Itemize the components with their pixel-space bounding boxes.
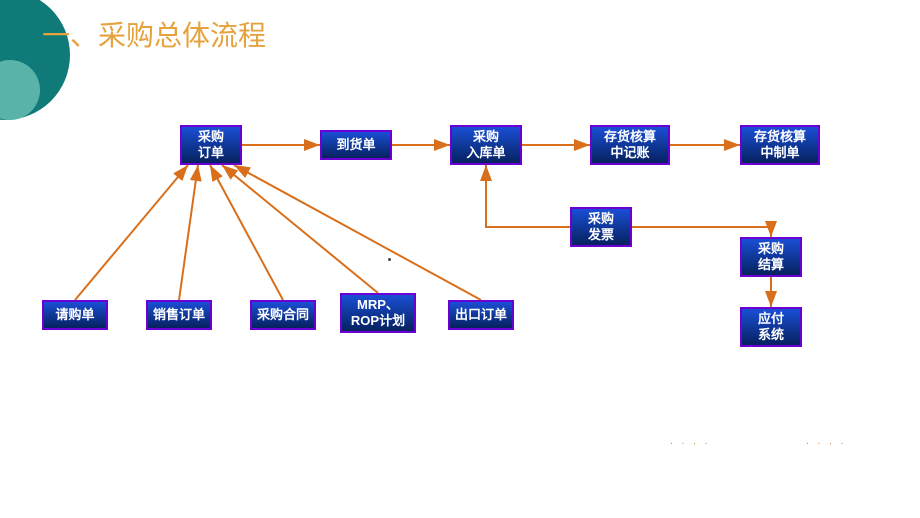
node-invoice: 采购 发票 (570, 207, 632, 247)
node-voucher: 存货核算 中制单 (740, 125, 820, 165)
edge-invoice-inbound (486, 165, 570, 227)
edge-so-po (179, 165, 198, 300)
node-mrp: MRP、 ROP计划 (340, 293, 416, 333)
node-pr: 请购单 (42, 300, 108, 330)
edge-invoice-settle (632, 227, 771, 237)
edge-mrp-po (222, 165, 378, 293)
center-marker (388, 258, 391, 261)
node-ap: 应付 系统 (740, 307, 802, 347)
footer-dots-left: . . . . (670, 436, 710, 447)
node-export: 出口订单 (448, 300, 514, 330)
footer-dots-right: . . . . (806, 436, 846, 447)
slide: { "title": { "text": "一、采购总体流程", "color"… (0, 0, 920, 518)
node-so: 销售订单 (146, 300, 212, 330)
edge-export-po (234, 165, 481, 300)
slide-title: 一、采购总体流程 (42, 14, 266, 54)
node-contract: 采购合同 (250, 300, 316, 330)
edge-pr-po (75, 165, 188, 300)
node-post: 存货核算 中记账 (590, 125, 670, 165)
node-arrival: 到货单 (320, 130, 392, 160)
edge-contract-po (210, 165, 283, 300)
node-po: 采购 订单 (180, 125, 242, 165)
node-settle: 采购 结算 (740, 237, 802, 277)
node-inbound: 采购 入库单 (450, 125, 522, 165)
